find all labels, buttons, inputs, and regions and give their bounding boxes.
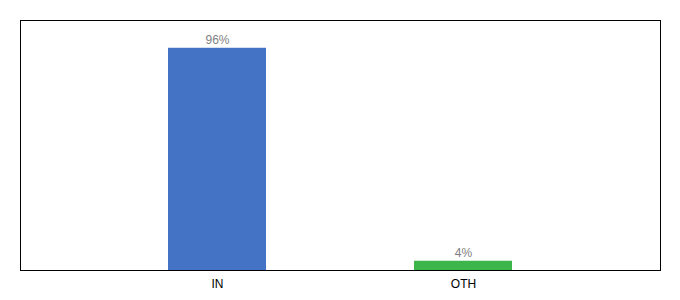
svg-text:96%: 96%	[205, 33, 229, 47]
svg-text:4%: 4%	[455, 246, 473, 260]
svg-text:OTH: OTH	[451, 277, 476, 291]
svg-text:IN: IN	[212, 277, 224, 291]
